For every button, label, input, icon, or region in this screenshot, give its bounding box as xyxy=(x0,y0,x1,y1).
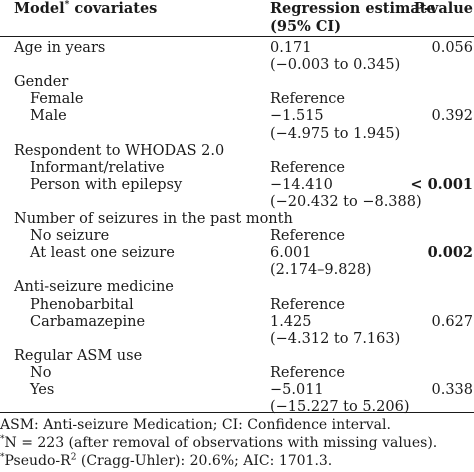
regression-estimate: (−15.227 to 5.206) xyxy=(270,399,410,416)
footnote-sample-size: *N = 223 (after removal of observations … xyxy=(0,432,437,454)
table-row: (−4.975 to 1.945) xyxy=(0,123,474,145)
footnote-pseudo-r2: *Pseudo-R2 (Cragg-Uhler): 20.6%; AIC: 17… xyxy=(0,450,332,472)
footnote-abbreviations: ASM: Anti-seizure Medication; CI: Confid… xyxy=(0,417,391,433)
covariate-label: Phenobarbital xyxy=(30,296,134,313)
header-col1-text: Model xyxy=(14,0,65,17)
footnote-sample-size-sup: * xyxy=(0,434,5,445)
header-col2-line1: Regression estimate xyxy=(270,0,436,17)
table-row: Male −1.515 0.392 xyxy=(0,105,474,127)
regression-estimate: −1.515 xyxy=(270,108,324,125)
regression-estimate: Reference xyxy=(270,159,345,176)
bottom-rule xyxy=(0,412,474,413)
table-row: Person with epilepsy −14.410 < 0.001 xyxy=(0,174,474,196)
regression-estimate: 1.425 xyxy=(270,313,312,330)
table-row: Female Reference xyxy=(0,88,474,110)
covariate-label: Carbamazepine xyxy=(30,313,146,330)
regression-estimate: 0.171 xyxy=(270,40,312,56)
covariate-label: Number of seizures in the past month xyxy=(14,211,293,227)
covariate-label: Person with epilepsy xyxy=(30,176,183,193)
covariate-label: Age in years xyxy=(14,40,106,56)
table-row: (−0.003 to 0.345) xyxy=(0,54,474,76)
header-rule xyxy=(0,36,474,37)
covariate-label: Male xyxy=(30,108,67,125)
regression-estimate: (−4.312 to 7.163) xyxy=(270,330,401,347)
covariate-label: Yes xyxy=(30,382,55,398)
table-row: (−20.432 to −8.388) xyxy=(0,191,474,213)
covariate-label: Female xyxy=(30,91,84,108)
header-p-value: P-value xyxy=(413,0,473,17)
table-row: Regular ASM use xyxy=(0,345,474,367)
regression-estimate: Reference xyxy=(270,364,345,381)
table-row: No seizure Reference xyxy=(0,225,474,247)
table-row: Carbamazepine 1.425 0.627 xyxy=(0,311,474,333)
footnote-pseudo-r2-sup: * xyxy=(0,452,5,463)
p-value: 0.002 xyxy=(427,244,473,262)
covariate-label: Respondent to WHODAS 2.0 xyxy=(14,142,225,159)
table-row: (−4.312 to 7.163) xyxy=(0,328,474,350)
table-row: Age in years 0.171 0.056 xyxy=(0,37,474,59)
regression-estimate: −5.011 xyxy=(270,382,324,398)
covariate-label: At least one seizure xyxy=(30,245,175,262)
table-row: Gender xyxy=(0,71,474,93)
regression-estimate: Reference xyxy=(270,228,345,245)
table-row: Phenobarbital Reference xyxy=(0,294,474,316)
p-value: 0.627 xyxy=(431,313,473,330)
p-value: 0.392 xyxy=(431,108,473,125)
regression-estimate: −14.410 xyxy=(270,176,333,193)
regression-estimate: (−4.975 to 1.945) xyxy=(270,125,401,142)
regression-estimate: (−0.003 to 0.345) xyxy=(270,57,401,74)
table-row: (−15.227 to 5.206) xyxy=(0,396,474,418)
regression-estimate: (−20.432 to −8.388) xyxy=(270,193,422,210)
footnote-sample-size-text: N = 223 (after removal of observations w… xyxy=(4,435,438,451)
regression-estimate: Reference xyxy=(270,91,345,108)
regression-estimate: (2.174–9.828) xyxy=(270,262,372,279)
header-model-covariates: Model* covariates xyxy=(14,0,157,18)
covariate-label: Regular ASM use xyxy=(14,347,143,364)
table-row: Anti-seizure medicine xyxy=(0,276,474,298)
p-value: 0.338 xyxy=(431,382,473,398)
header-regression-estimate: Regression estimate (95% CI) xyxy=(270,0,436,36)
header-col2-line2: (95% CI) xyxy=(270,18,342,35)
regression-estimate: Reference xyxy=(270,296,345,313)
table-row: At least one seizure 6.001 0.002 xyxy=(0,242,474,264)
regression-estimate: 6.001 xyxy=(270,245,312,262)
header-col1-sup: * xyxy=(64,0,70,11)
covariate-label: No xyxy=(30,364,52,381)
table-row: Respondent to WHODAS 2.0 xyxy=(0,140,474,162)
footnote-pseudo-r2-text-a: Pseudo-R xyxy=(4,453,71,469)
table-row: Number of seizures in the past month xyxy=(0,208,474,230)
covariate-label: Informant/relative xyxy=(30,159,165,176)
covariate-label: No seizure xyxy=(30,228,110,245)
header-col1-rest: covariates xyxy=(69,0,158,17)
table-row: No Reference xyxy=(0,362,474,384)
p-value: < 0.001 xyxy=(410,175,473,193)
table-row: Yes −5.011 0.338 xyxy=(0,379,474,401)
covariate-label: Anti-seizure medicine xyxy=(14,279,174,296)
covariate-label: Gender xyxy=(14,74,69,91)
table-row: Informant/relative Reference xyxy=(0,157,474,179)
footnote-pseudo-r2-text-b: (Cragg-Uhler): 20.6%; AIC: 1701.3. xyxy=(76,453,333,469)
p-value: 0.056 xyxy=(431,40,473,56)
table-row: (2.174–9.828) xyxy=(0,259,474,281)
footnote-pseudo-r2-exponent: 2 xyxy=(70,452,77,463)
